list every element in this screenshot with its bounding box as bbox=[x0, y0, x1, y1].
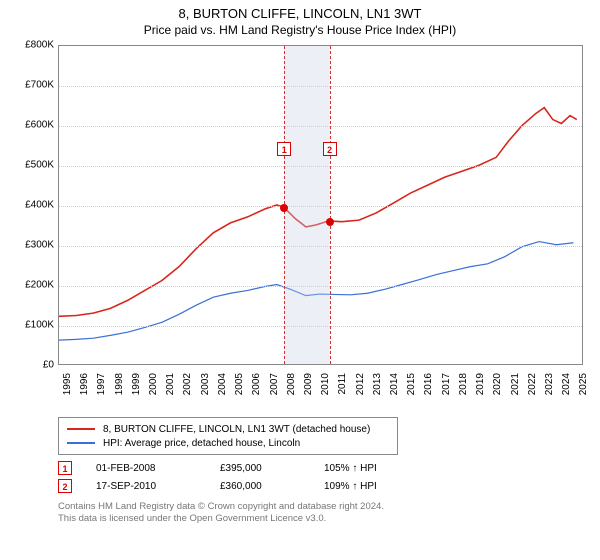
x-axis-label: 2009 bbox=[303, 373, 314, 395]
x-axis-label: 2005 bbox=[234, 373, 245, 395]
sale-row-price: £395,000 bbox=[220, 463, 300, 474]
y-axis-label: £800K bbox=[10, 40, 54, 51]
sale-row-price: £360,000 bbox=[220, 481, 300, 492]
x-axis-label: 2025 bbox=[578, 373, 589, 395]
sale-marker-box: 1 bbox=[277, 142, 291, 156]
x-axis-label: 2023 bbox=[544, 373, 555, 395]
x-axis-label: 1997 bbox=[96, 373, 107, 395]
x-axis-label: 2000 bbox=[148, 373, 159, 395]
sales-table: 1 01-FEB-2008 £395,000 105% ↑ HPI 2 17-SEP-20… bbox=[58, 459, 590, 495]
y-axis-label: £600K bbox=[10, 120, 54, 131]
x-axis-label: 2012 bbox=[355, 373, 366, 395]
x-axis-label: 2010 bbox=[320, 373, 331, 395]
sale-row-marker: 1 bbox=[58, 461, 72, 475]
sale-row-pct: 109% ↑ HPI bbox=[324, 481, 394, 492]
legend-box: 8, BURTON CLIFFE, LINCOLN, LN1 3WT (deta… bbox=[58, 417, 398, 455]
x-axis-label: 2013 bbox=[372, 373, 383, 395]
sale-dot bbox=[280, 204, 288, 212]
shaded-region bbox=[284, 46, 330, 364]
footer-attribution: Contains HM Land Registry data © Crown c… bbox=[58, 501, 590, 526]
y-axis-label: £0 bbox=[10, 360, 54, 371]
x-axis-label: 2003 bbox=[200, 373, 211, 395]
chart-area: 12 £0£100K£200K£300K£400K£500K£600K£700K… bbox=[10, 41, 590, 411]
sale-marker-box: 2 bbox=[323, 142, 337, 156]
footer-line-1: Contains HM Land Registry data © Crown c… bbox=[58, 501, 590, 513]
x-axis-label: 1999 bbox=[131, 373, 142, 395]
legend-row: HPI: Average price, detached house, Linc… bbox=[67, 436, 389, 450]
legend-row: 8, BURTON CLIFFE, LINCOLN, LN1 3WT (deta… bbox=[67, 422, 389, 436]
y-axis-label: £300K bbox=[10, 240, 54, 251]
y-axis-label: £500K bbox=[10, 160, 54, 171]
x-axis-label: 2011 bbox=[337, 373, 348, 395]
chart-container: 8, BURTON CLIFFE, LINCOLN, LN1 3WT Price… bbox=[0, 0, 600, 560]
y-axis-label: £100K bbox=[10, 320, 54, 331]
legend-label: HPI: Average price, detached house, Linc… bbox=[103, 438, 300, 449]
x-axis-label: 2022 bbox=[527, 373, 538, 395]
x-axis-label: 2017 bbox=[441, 373, 452, 395]
x-axis-label: 2024 bbox=[561, 373, 572, 395]
x-axis-label: 1996 bbox=[79, 373, 90, 395]
x-axis-label: 2018 bbox=[458, 373, 469, 395]
x-axis-label: 2019 bbox=[475, 373, 486, 395]
legend-swatch bbox=[67, 428, 95, 430]
legend-swatch bbox=[67, 442, 95, 444]
chart-title: 8, BURTON CLIFFE, LINCOLN, LN1 3WT bbox=[10, 6, 590, 21]
x-axis-label: 2020 bbox=[492, 373, 503, 395]
x-axis-label: 2004 bbox=[217, 373, 228, 395]
x-axis-label: 2001 bbox=[165, 373, 176, 395]
x-axis-label: 1995 bbox=[62, 373, 73, 395]
sale-vline bbox=[330, 46, 331, 364]
sale-row-marker: 2 bbox=[58, 479, 72, 493]
plot-region: 12 bbox=[58, 45, 583, 365]
y-axis-label: £700K bbox=[10, 80, 54, 91]
x-axis-label: 2002 bbox=[182, 373, 193, 395]
title-block: 8, BURTON CLIFFE, LINCOLN, LN1 3WT Price… bbox=[10, 6, 590, 37]
sale-row-date: 01-FEB-2008 bbox=[96, 463, 196, 474]
x-axis-label: 1998 bbox=[114, 373, 125, 395]
chart-subtitle: Price paid vs. HM Land Registry's House … bbox=[10, 23, 590, 37]
x-axis-label: 2016 bbox=[423, 373, 434, 395]
sale-dot bbox=[326, 218, 334, 226]
y-axis-label: £200K bbox=[10, 280, 54, 291]
x-axis-label: 2014 bbox=[389, 373, 400, 395]
y-axis-label: £400K bbox=[10, 200, 54, 211]
sale-row: 2 17-SEP-2010 £360,000 109% ↑ HPI bbox=[58, 477, 590, 495]
footer-line-2: This data is licensed under the Open Gov… bbox=[58, 513, 590, 525]
sale-row: 1 01-FEB-2008 £395,000 105% ↑ HPI bbox=[58, 459, 590, 477]
x-axis-label: 2008 bbox=[286, 373, 297, 395]
sale-row-date: 17-SEP-2010 bbox=[96, 481, 196, 492]
x-axis-label: 2006 bbox=[251, 373, 262, 395]
x-axis-label: 2015 bbox=[406, 373, 417, 395]
sale-row-pct: 105% ↑ HPI bbox=[324, 463, 394, 474]
x-axis-label: 2021 bbox=[510, 373, 521, 395]
x-axis-label: 2007 bbox=[269, 373, 280, 395]
legend-label: 8, BURTON CLIFFE, LINCOLN, LN1 3WT (deta… bbox=[103, 424, 370, 435]
